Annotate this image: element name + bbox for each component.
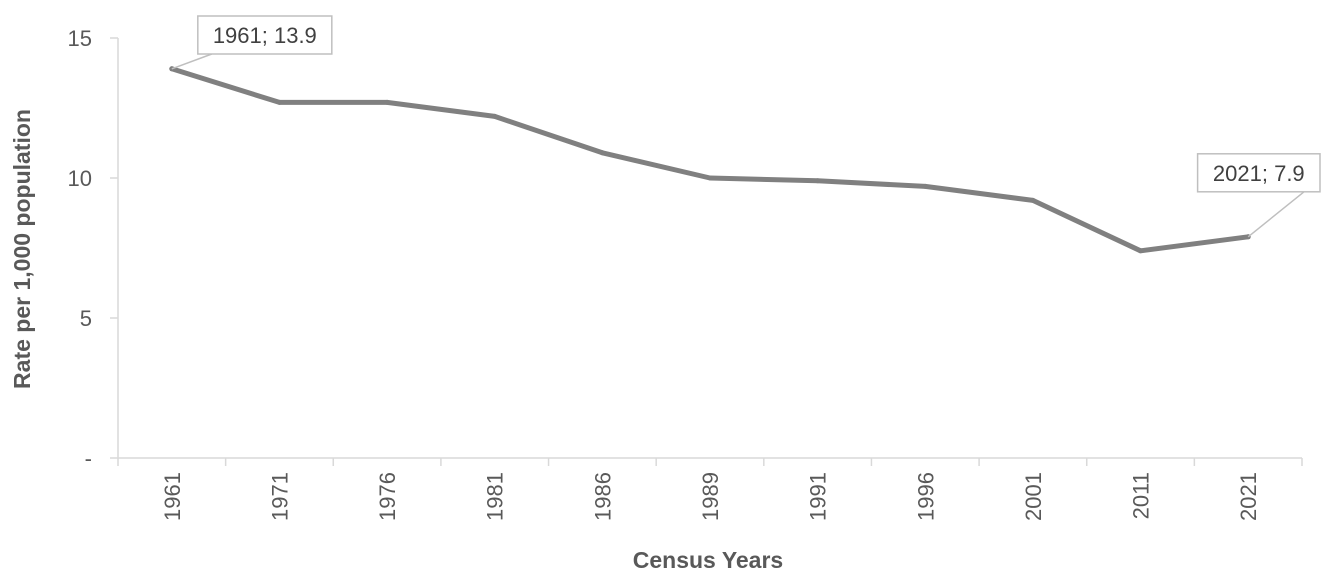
data-point xyxy=(276,99,282,105)
callout-box xyxy=(197,15,333,55)
data-point xyxy=(492,113,498,119)
x-tick-label: 1986 xyxy=(590,472,615,521)
y-tick-label: 5 xyxy=(80,306,92,331)
x-tick-label: 1991 xyxy=(806,472,831,521)
data-point xyxy=(707,175,713,181)
data-point xyxy=(1138,248,1144,254)
x-tick-label: 1996 xyxy=(913,472,938,521)
x-axis-title: Census Years xyxy=(633,547,783,573)
callout-leader-line xyxy=(1247,191,1305,238)
x-tick-label: 2011 xyxy=(1129,472,1154,519)
x-axis-ticks: 1961 1971 1976 1981 1986 1989 1991 1996 2001 2011… xyxy=(117,458,1303,521)
data-callout: 2021; 7.9 xyxy=(1196,153,1321,238)
x-tick-label: 1981 xyxy=(483,472,508,521)
data-point xyxy=(815,178,821,184)
x-tick-label: 1976 xyxy=(375,472,400,521)
x-tick-label: 2021 xyxy=(1236,472,1261,521)
data-callout: 1961; 13.9 xyxy=(171,15,333,70)
y-tick-label: 10 xyxy=(68,166,92,191)
callout-leader-line xyxy=(171,53,213,70)
callout-box xyxy=(1196,153,1321,193)
callout-label: 2021; 7.9 xyxy=(1213,161,1305,186)
axes xyxy=(117,38,1302,459)
y-axis-title: Rate per 1,000 population xyxy=(9,109,35,389)
y-axis-ticks: - 5 10 15 xyxy=(68,26,118,471)
data-callouts: 1961; 13.9 2021; 7.9 xyxy=(171,15,1321,238)
series-layer xyxy=(169,66,1251,254)
y-tick-label: 15 xyxy=(68,26,92,51)
data-point xyxy=(1030,197,1036,203)
series-line xyxy=(169,66,1251,254)
x-tick-label: 1971 xyxy=(267,472,292,521)
x-tick-label: 1989 xyxy=(698,472,723,521)
callout-label: 1961; 13.9 xyxy=(213,23,317,48)
x-tick-label: 1961 xyxy=(160,472,185,521)
data-point xyxy=(599,150,605,156)
y-tick-label: - xyxy=(85,446,92,471)
data-point xyxy=(384,99,390,105)
x-tick-label: 2001 xyxy=(1021,472,1046,521)
data-point xyxy=(922,183,928,189)
